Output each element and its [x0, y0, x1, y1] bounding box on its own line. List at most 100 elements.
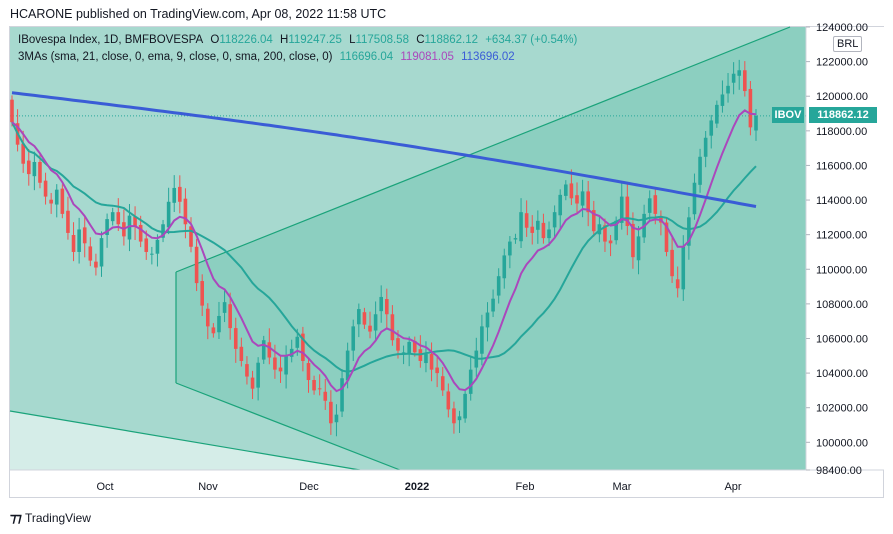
candle-body	[261, 340, 266, 360]
legend-mas: 3MAs (sma, 21, close, 0, ema, 9, close, …	[18, 51, 519, 63]
candle-body	[183, 198, 188, 225]
candle-body	[390, 314, 395, 341]
candle-body	[452, 408, 456, 424]
candle-body	[530, 226, 535, 233]
candle-body	[49, 199, 53, 204]
candle-body	[552, 212, 557, 228]
candle-body	[485, 312, 490, 328]
candle-body	[362, 312, 367, 325]
candle-body	[368, 325, 372, 332]
legend-ohlc: IBovespa Index, 1D, BMFBOVESPA O118226.0…	[18, 34, 581, 46]
trendline-lower	[175, 382, 401, 471]
candle-body	[211, 327, 216, 334]
candle-body	[205, 308, 210, 327]
candle-body	[312, 380, 316, 391]
candle-body	[77, 229, 81, 252]
candle-body	[222, 302, 227, 313]
currency-button[interactable]: BRL	[833, 36, 863, 52]
ma2-value: 119081.05	[400, 51, 454, 63]
candle-body	[703, 137, 708, 157]
candle-body	[43, 180, 48, 197]
candle-body	[172, 187, 177, 203]
candle-body	[619, 196, 624, 223]
price-tick-label: 120000.00	[816, 91, 868, 103]
time-axis	[10, 470, 806, 497]
brand-label: TradingView	[24, 511, 91, 525]
candle-body	[569, 183, 574, 199]
candle-body	[138, 224, 143, 242]
candle-body	[536, 220, 540, 230]
candle-body	[329, 401, 333, 424]
candle-body	[245, 364, 249, 377]
candle-body	[457, 416, 462, 421]
moving-averages	[11, 91, 757, 393]
candle-body	[709, 120, 714, 136]
candle-body	[726, 85, 730, 94]
time-tick-label: Nov	[198, 481, 218, 493]
price-tick-label: 116000.00	[816, 160, 867, 172]
candle-body	[166, 201, 171, 228]
candle-body	[631, 223, 635, 258]
high-value: H119247.25	[280, 34, 342, 46]
candle-body	[94, 261, 98, 268]
channel-upper-fill	[176, 27, 806, 470]
candle-body	[284, 355, 288, 375]
candle-body	[670, 249, 674, 277]
price-tick-label: 124000.00	[816, 22, 868, 34]
candle-body	[127, 215, 132, 240]
candle-body	[345, 350, 350, 381]
candle-body	[407, 341, 411, 354]
candle-body	[194, 246, 199, 284]
candle-body	[502, 255, 507, 279]
candle-body	[233, 328, 238, 349]
candle-body	[66, 210, 70, 233]
candle-body	[278, 367, 283, 372]
candle-body	[591, 210, 596, 232]
candle-body	[603, 225, 607, 242]
last-price-tag: 118862.12	[809, 107, 877, 123]
candle-body	[524, 213, 529, 228]
candle-body	[133, 216, 137, 227]
price-tick-label: 112000.00	[816, 230, 867, 242]
candle-body	[564, 184, 568, 196]
candle-body	[289, 348, 294, 357]
candle-body	[71, 235, 76, 252]
candle-body	[38, 161, 42, 183]
candle-body	[754, 115, 758, 131]
candle-body	[178, 186, 182, 202]
candle-body	[379, 296, 384, 312]
trendline-base	[9, 410, 361, 471]
candle-body	[463, 393, 467, 419]
candle-body	[189, 226, 193, 247]
tradingview-logo[interactable]: ⁊⁊ TradingView	[10, 510, 91, 526]
candle-body	[698, 156, 702, 185]
sma200-line	[11, 91, 757, 208]
price-tick-label: 114000.00	[816, 195, 867, 207]
candle-body	[273, 357, 277, 370]
change-value: +634.37 (+0.54%)	[485, 34, 578, 46]
candle-body	[334, 414, 339, 423]
time-tick-label: Dec	[299, 481, 319, 493]
candle-body	[625, 196, 630, 227]
ema9-line	[11, 109, 757, 393]
candle-body	[351, 326, 356, 351]
candle-body	[636, 236, 641, 261]
candle-body	[681, 246, 686, 290]
candle-body	[99, 238, 104, 267]
candle-body	[435, 367, 439, 374]
candle-body	[26, 160, 31, 175]
candle-body	[340, 378, 344, 412]
candle-body	[429, 354, 434, 370]
candle-body	[513, 238, 518, 240]
candle-body	[217, 315, 221, 333]
candle-body	[161, 224, 165, 238]
candle-body	[317, 388, 322, 390]
open-value: O118226.04	[210, 34, 273, 46]
time-tick-label: 2022	[405, 481, 429, 493]
price-tick-label: 122000.00	[816, 57, 868, 69]
candle-body	[547, 229, 551, 239]
candle-body	[155, 239, 160, 254]
candle-body	[743, 70, 747, 92]
candles-group	[10, 59, 758, 437]
